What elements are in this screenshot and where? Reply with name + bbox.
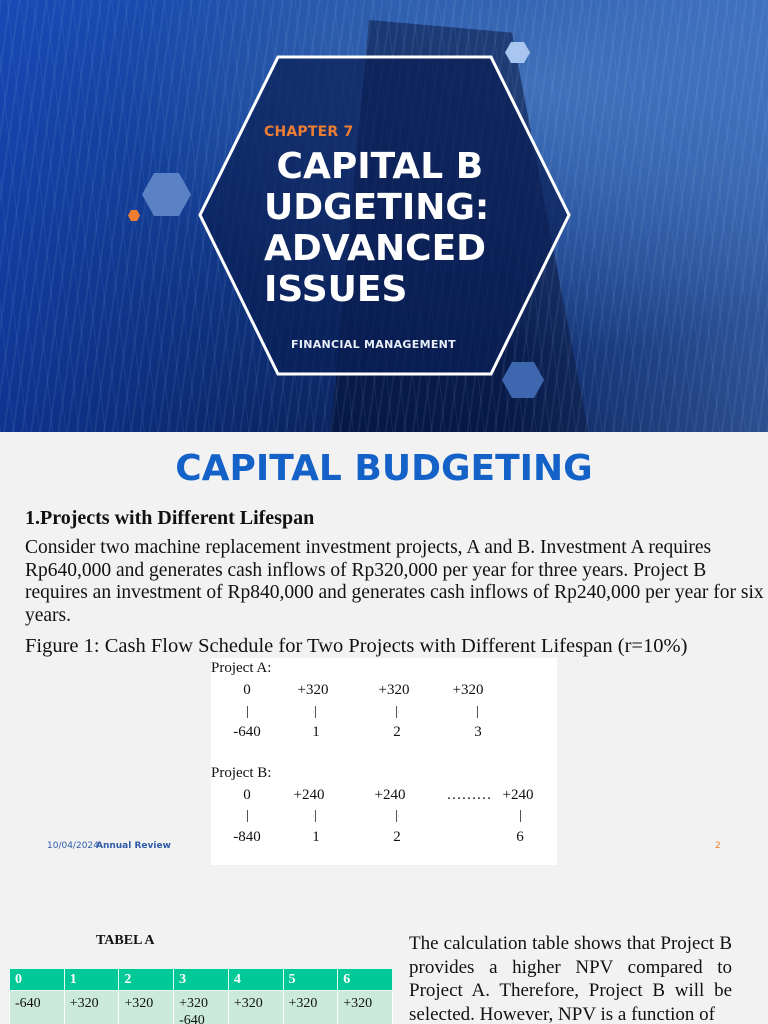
tick-mark (315, 706, 316, 718)
dark-hexagon-icon (502, 362, 544, 398)
orange-hexagon-icon (128, 210, 140, 221)
table-header: 0 (9, 968, 65, 991)
light-hexagon-icon (505, 42, 530, 63)
cash-flow-table: 0 1 2 3 4 5 6 -640 +320 +320 +320 -640 +… (9, 968, 393, 1024)
cover-title: CAPITAL BUDGETING: ADVANCED ISSUES (264, 146, 502, 310)
project-b-ellipsis: ……… (446, 787, 492, 803)
page-number: 2 (715, 841, 721, 851)
cash-flow-figure: Project A: 0 +320 +320 +320 -640 1 2 3 P… (211, 658, 557, 865)
table-header-row: 0 1 2 3 4 5 6 (9, 968, 393, 991)
project-b-label: Project B: (211, 765, 272, 781)
tick-mark (247, 810, 248, 822)
project-b-top-0: 0 (243, 787, 251, 803)
table-header: 6 (337, 968, 393, 991)
conclusion-paragraph: The calculation table shows that Project… (409, 933, 732, 1024)
project-a-top-0: 0 (243, 682, 251, 698)
tick-mark (520, 810, 521, 822)
table-header: 2 (118, 968, 175, 991)
body-paragraph: Consider two machine replacement investm… (25, 537, 764, 626)
mid-hexagon-icon (142, 173, 191, 216)
section-heading: 1.Projects with Different Lifespan (25, 507, 315, 529)
project-b-top-2: +240 (374, 787, 406, 803)
table-cell: +320 (282, 990, 339, 1024)
table-header: 1 (63, 968, 120, 991)
table-header: 5 (282, 968, 339, 991)
project-a-bottom-0: -640 (233, 724, 261, 740)
tick-mark (477, 706, 478, 718)
table-cell: -640 (9, 990, 65, 1024)
project-b-bottom-0: -840 (233, 829, 261, 845)
figure-caption: Figure 1: Cash Flow Schedule for Two Pro… (25, 635, 688, 657)
project-a-bottom-2: 2 (393, 724, 401, 740)
table-row: -640 +320 +320 +320 -640 +320 +320 +320 (9, 990, 393, 1024)
table-cell: +320 -640 (173, 990, 229, 1024)
slide-title: CAPITAL BUDGETING (175, 448, 593, 489)
table-header: 3 (173, 968, 229, 991)
table-cell: +320 (227, 990, 284, 1024)
project-b-top-1: +240 (293, 787, 325, 803)
table-cell: +320 (118, 990, 175, 1024)
project-b-bottom-2: 2 (393, 829, 401, 845)
project-a-bottom-3: 3 (474, 724, 482, 740)
footer-date: 10/04/2024 (47, 841, 99, 851)
project-a-label: Project A: (211, 660, 272, 676)
table-header: 4 (227, 968, 284, 991)
table-cell: +320 (337, 990, 393, 1024)
chapter-label: CHAPTER 7 (264, 124, 354, 140)
tick-mark (247, 706, 248, 718)
project-a-top-2: +320 (378, 682, 410, 698)
title-hexagon-frame (198, 55, 571, 376)
tick-mark (396, 706, 397, 718)
table-cell: +320 (63, 990, 120, 1024)
project-b-bottom-1: 1 (312, 829, 320, 845)
cover-slide: CHAPTER 7 CAPITAL BUDGETING: ADVANCED IS… (0, 0, 768, 432)
project-a-top-3: +320 (452, 682, 484, 698)
table-title: TABEL A (96, 933, 155, 948)
project-b-bottom-3: 6 (516, 829, 524, 845)
project-b-top-3: +240 (502, 787, 534, 803)
tick-mark (396, 810, 397, 822)
footer-label: Annual Review (96, 841, 171, 851)
project-a-top-1: +320 (297, 682, 329, 698)
project-a-bottom-1: 1 (312, 724, 320, 740)
cover-subtitle: FINANCIAL MANAGEMENT (291, 338, 456, 351)
tick-mark (315, 810, 316, 822)
